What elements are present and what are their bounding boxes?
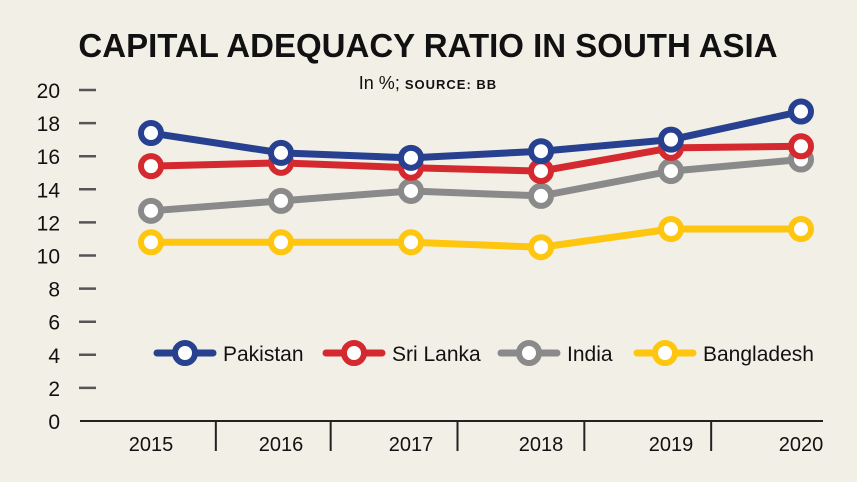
series-sri-lanka	[138, 133, 814, 185]
y-tick-label-18: 18	[37, 113, 60, 136]
x-tick-label-2017: 2017	[389, 434, 434, 456]
axes: 0 2 4 6 8 10 12 14 16 18 20 2015 2016 2017 2018 2019 202…	[37, 80, 824, 456]
x-tick-label-2020: 2020	[779, 434, 824, 456]
y-tick-label-14: 14	[37, 179, 61, 202]
series-india	[138, 146, 814, 224]
point-pakistan-2018	[528, 138, 554, 165]
point-bangladesh-2016	[268, 229, 294, 256]
series-line-india	[147, 156, 805, 215]
point-india-2019	[658, 158, 684, 185]
x-tick-label-2016: 2016	[259, 434, 304, 456]
y-tick-label-2: 2	[48, 378, 60, 401]
legend-label-india: India	[567, 343, 613, 366]
legend-swatch-marker-bangladesh	[652, 340, 678, 366]
point-pakistan-2019	[658, 126, 684, 153]
point-pakistan-2015	[138, 120, 164, 147]
chart-title: CAPITAL ADEQUACY RATIO IN SOUTH ASIA	[78, 27, 777, 64]
point-sri-lanka-2020	[788, 133, 814, 160]
series-line-pakistan	[147, 108, 805, 162]
legend-swatch-marker-pakistan	[172, 340, 198, 366]
point-bangladesh-2017	[398, 229, 424, 256]
legend-item-pakistan: Pakistan	[153, 340, 304, 366]
point-india-2016	[268, 187, 294, 214]
chart-subtitle: In %; SOURCE: BB	[359, 73, 497, 93]
legend-label-bangladesh: Bangladesh	[703, 343, 814, 366]
series-group	[138, 98, 814, 261]
point-pakistan-2016	[268, 139, 294, 166]
y-tick-label-12: 12	[37, 212, 60, 235]
legend-item-india: India	[497, 340, 613, 366]
y-tick-label-10: 10	[37, 246, 60, 269]
x-tick-label-2019: 2019	[649, 434, 694, 456]
y-tick-label-20: 20	[37, 80, 60, 103]
y-tick-label-16: 16	[37, 146, 60, 169]
y-tick-label-4: 4	[48, 345, 60, 368]
point-bangladesh-2020	[788, 216, 814, 243]
point-pakistan-2017	[398, 144, 424, 171]
series-pakistan	[138, 98, 814, 171]
x-tick-label-2015: 2015	[129, 434, 174, 456]
legend-item-bangladesh: Bangladesh	[633, 340, 814, 366]
legend: Pakistan Sri Lanka India Bangladesh	[153, 340, 814, 366]
legend-swatch-marker-india	[516, 340, 542, 366]
legend-item-sri-lanka: Sri Lanka	[322, 340, 481, 366]
legend-swatch-marker-sri-lanka	[341, 340, 367, 366]
point-bangladesh-2018	[528, 234, 554, 261]
y-tick-label-0: 0	[48, 411, 60, 434]
point-pakistan-2020	[788, 98, 814, 125]
point-india-2018	[528, 182, 554, 209]
x-tick-label-2018: 2018	[519, 434, 564, 456]
subtitle-prefix: In %;	[359, 73, 400, 93]
legend-label-sri-lanka: Sri Lanka	[392, 343, 481, 366]
subtitle-source: SOURCE: BB	[405, 77, 497, 92]
series-bangladesh	[138, 216, 814, 261]
point-bangladesh-2015	[138, 229, 164, 256]
y-tick-label-8: 8	[48, 279, 60, 302]
y-tick-label-6: 6	[48, 312, 60, 335]
series-line-bangladesh	[147, 225, 805, 251]
legend-label-pakistan: Pakistan	[223, 343, 304, 366]
point-sri-lanka-2015	[138, 153, 164, 180]
point-bangladesh-2019	[658, 216, 684, 243]
point-india-2015	[138, 197, 164, 224]
point-india-2017	[398, 177, 424, 204]
series-line-sri-lanka	[147, 142, 805, 175]
